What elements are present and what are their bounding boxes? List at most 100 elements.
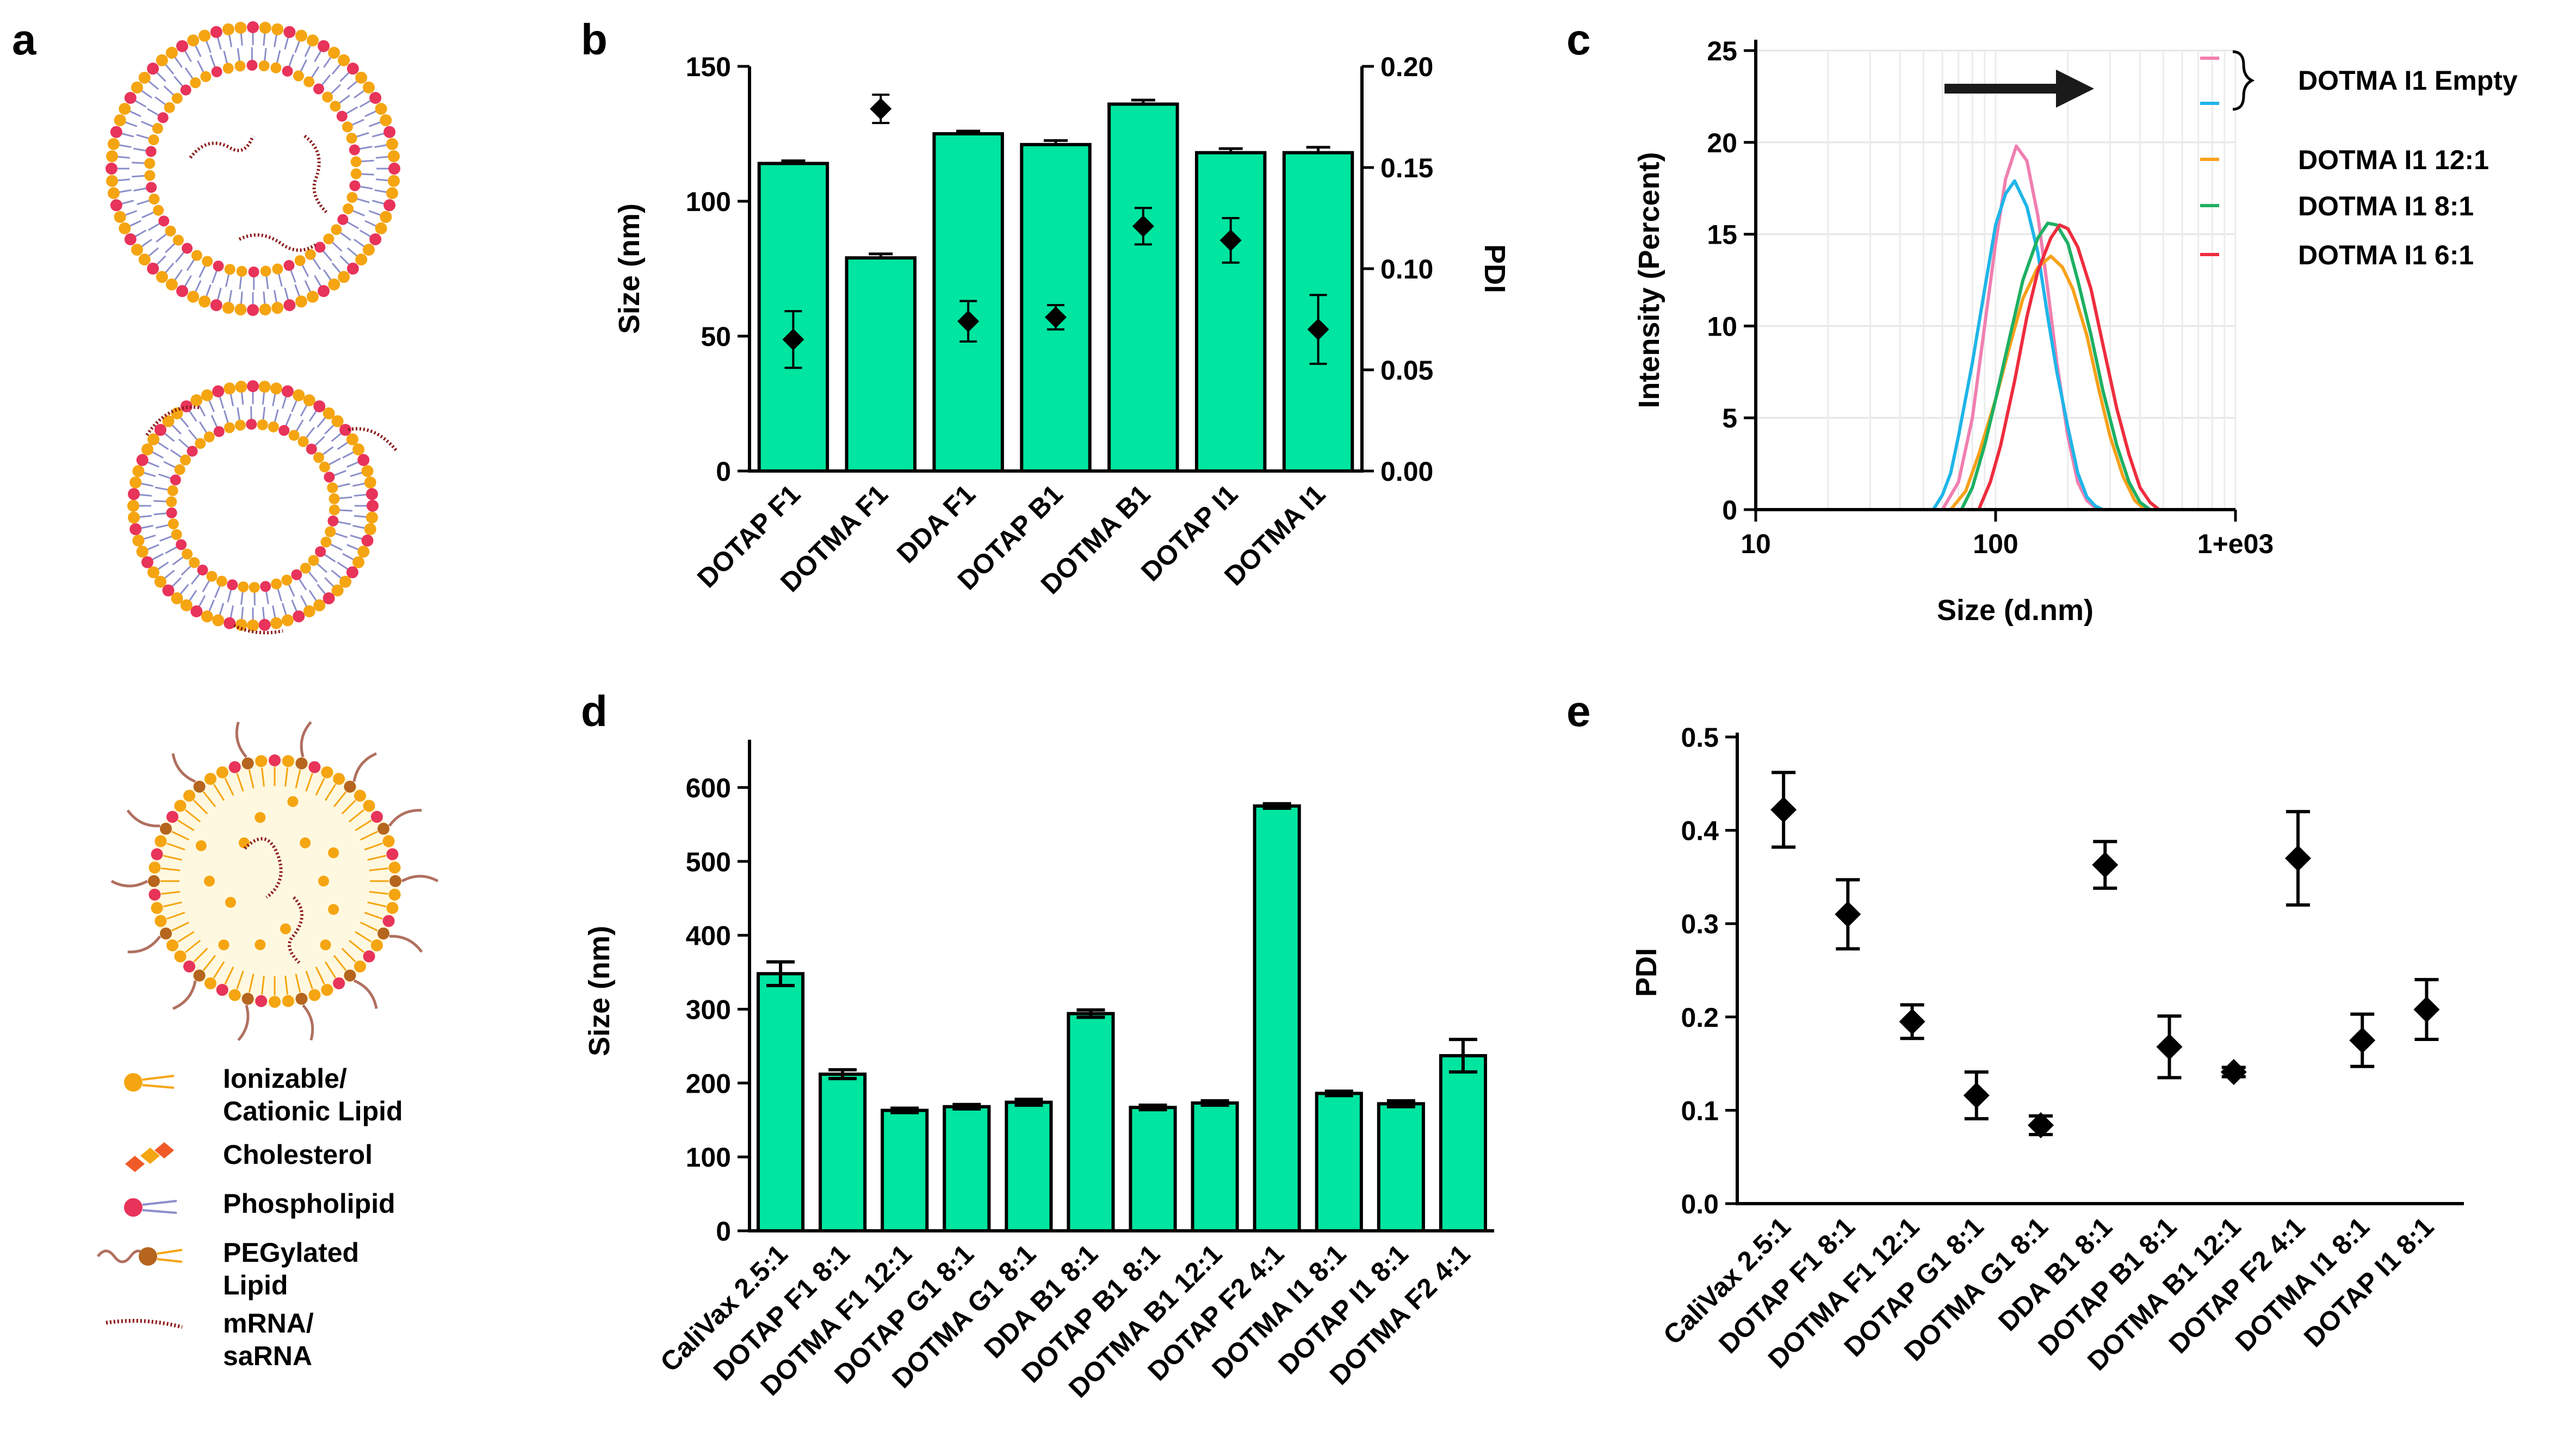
lnp-tail (355, 820, 372, 832)
inner-head (146, 182, 157, 193)
outer-tail (359, 99, 372, 108)
lnp-tail (324, 784, 336, 801)
ylabel-c: Intensity (Percent) (1633, 152, 1665, 408)
inner-tail (214, 585, 221, 598)
outer-head (364, 523, 376, 535)
outer-head (247, 21, 259, 33)
inner-tail (300, 59, 307, 73)
ytick-b-1: 50 (701, 321, 731, 352)
outer-tail (342, 553, 355, 561)
inner-tail (346, 221, 359, 230)
inner-tail (265, 590, 269, 605)
inner-head (293, 70, 304, 82)
outer-tail (337, 561, 350, 571)
inner-head (313, 452, 324, 463)
lnp-inner-lipid (320, 939, 331, 951)
outer-head (375, 103, 387, 115)
lnp-tail (367, 901, 387, 908)
outer-head (224, 382, 236, 395)
lnp-head (255, 755, 268, 767)
inner-head (227, 579, 238, 591)
outer-head (234, 303, 247, 316)
inner-head (268, 421, 279, 432)
inner-head (211, 66, 222, 77)
ylabel-d: Size (nm) (583, 926, 616, 1056)
outer-tail (155, 71, 166, 82)
inner-tail (199, 264, 206, 278)
lnp-tail (213, 784, 225, 801)
inner-tail (337, 521, 351, 525)
outer-tail (123, 210, 138, 216)
peg-chain (352, 752, 377, 782)
bar-d-10 (1377, 1102, 1425, 1232)
peg-chain (302, 1004, 314, 1041)
inner-tail (190, 573, 201, 585)
inner-head (319, 461, 330, 473)
outer-head (141, 556, 153, 568)
outer-head (132, 534, 145, 547)
outer-tail (273, 290, 278, 304)
inner-tail (172, 556, 184, 566)
pdi-point-b-2 (957, 310, 980, 332)
mrna-strand (238, 233, 317, 252)
legend-brace-c (2232, 50, 2255, 111)
inner-head (144, 170, 156, 181)
lnp-inner-lipid (238, 837, 250, 848)
cholesterol-icon (125, 1142, 174, 1172)
pdi-point-b-3 (1045, 306, 1067, 329)
outer-head (128, 511, 140, 524)
outer-tail (323, 269, 332, 282)
outer-tail (337, 441, 350, 450)
inner-tail (323, 553, 336, 563)
ytick-e-1: 0.1 (1681, 1095, 1719, 1126)
inner-tail (188, 429, 199, 441)
inner-tail (240, 591, 244, 605)
outer-head (107, 138, 120, 150)
outer-head (357, 454, 370, 466)
inner-head (176, 539, 187, 550)
inner-head (323, 233, 335, 245)
outer-tail (317, 416, 327, 428)
outer-head (270, 382, 282, 395)
inner-tail (351, 209, 366, 217)
y2tick-b-0: 0.00 (1380, 456, 1433, 487)
icon-tail (157, 1258, 183, 1263)
lnp-tail (236, 773, 244, 792)
inner-head (304, 76, 315, 88)
outer-head (147, 433, 160, 445)
lnp-inner-lipid (195, 840, 207, 851)
inner-tail (174, 76, 184, 88)
inner-tail (165, 242, 176, 253)
ytick-c-1: 5 (1722, 403, 1737, 433)
lnp-tail (295, 769, 301, 789)
lnp-head (308, 761, 321, 773)
inner-head (167, 485, 178, 497)
outer-tail (123, 121, 138, 127)
outer-head (147, 63, 159, 75)
outer-tail (339, 71, 351, 82)
inner-tail (284, 413, 292, 427)
y2label-b: PDI (1478, 244, 1511, 293)
inner-head (350, 168, 362, 179)
inner-tail (158, 473, 172, 480)
inner-tail (227, 588, 232, 603)
inner-head (270, 62, 282, 73)
outer-head (201, 389, 213, 401)
outer-tail (128, 220, 141, 227)
ytick-c-3: 15 (1707, 220, 1737, 250)
lnp-inner-lipid (300, 837, 311, 848)
ytick-e-2: 0.2 (1681, 1002, 1719, 1033)
lnp-head (354, 790, 366, 802)
inner-head (213, 426, 225, 437)
outer-tail (354, 515, 368, 518)
lnp-head (308, 989, 321, 1001)
inner-head (248, 266, 259, 277)
inner-tail (199, 421, 208, 434)
inner-tail (239, 275, 243, 289)
outer-head (247, 380, 259, 392)
lnp-head (370, 939, 383, 952)
outer-head (176, 40, 188, 52)
peg-chain (389, 935, 423, 953)
outer-head (328, 47, 340, 59)
